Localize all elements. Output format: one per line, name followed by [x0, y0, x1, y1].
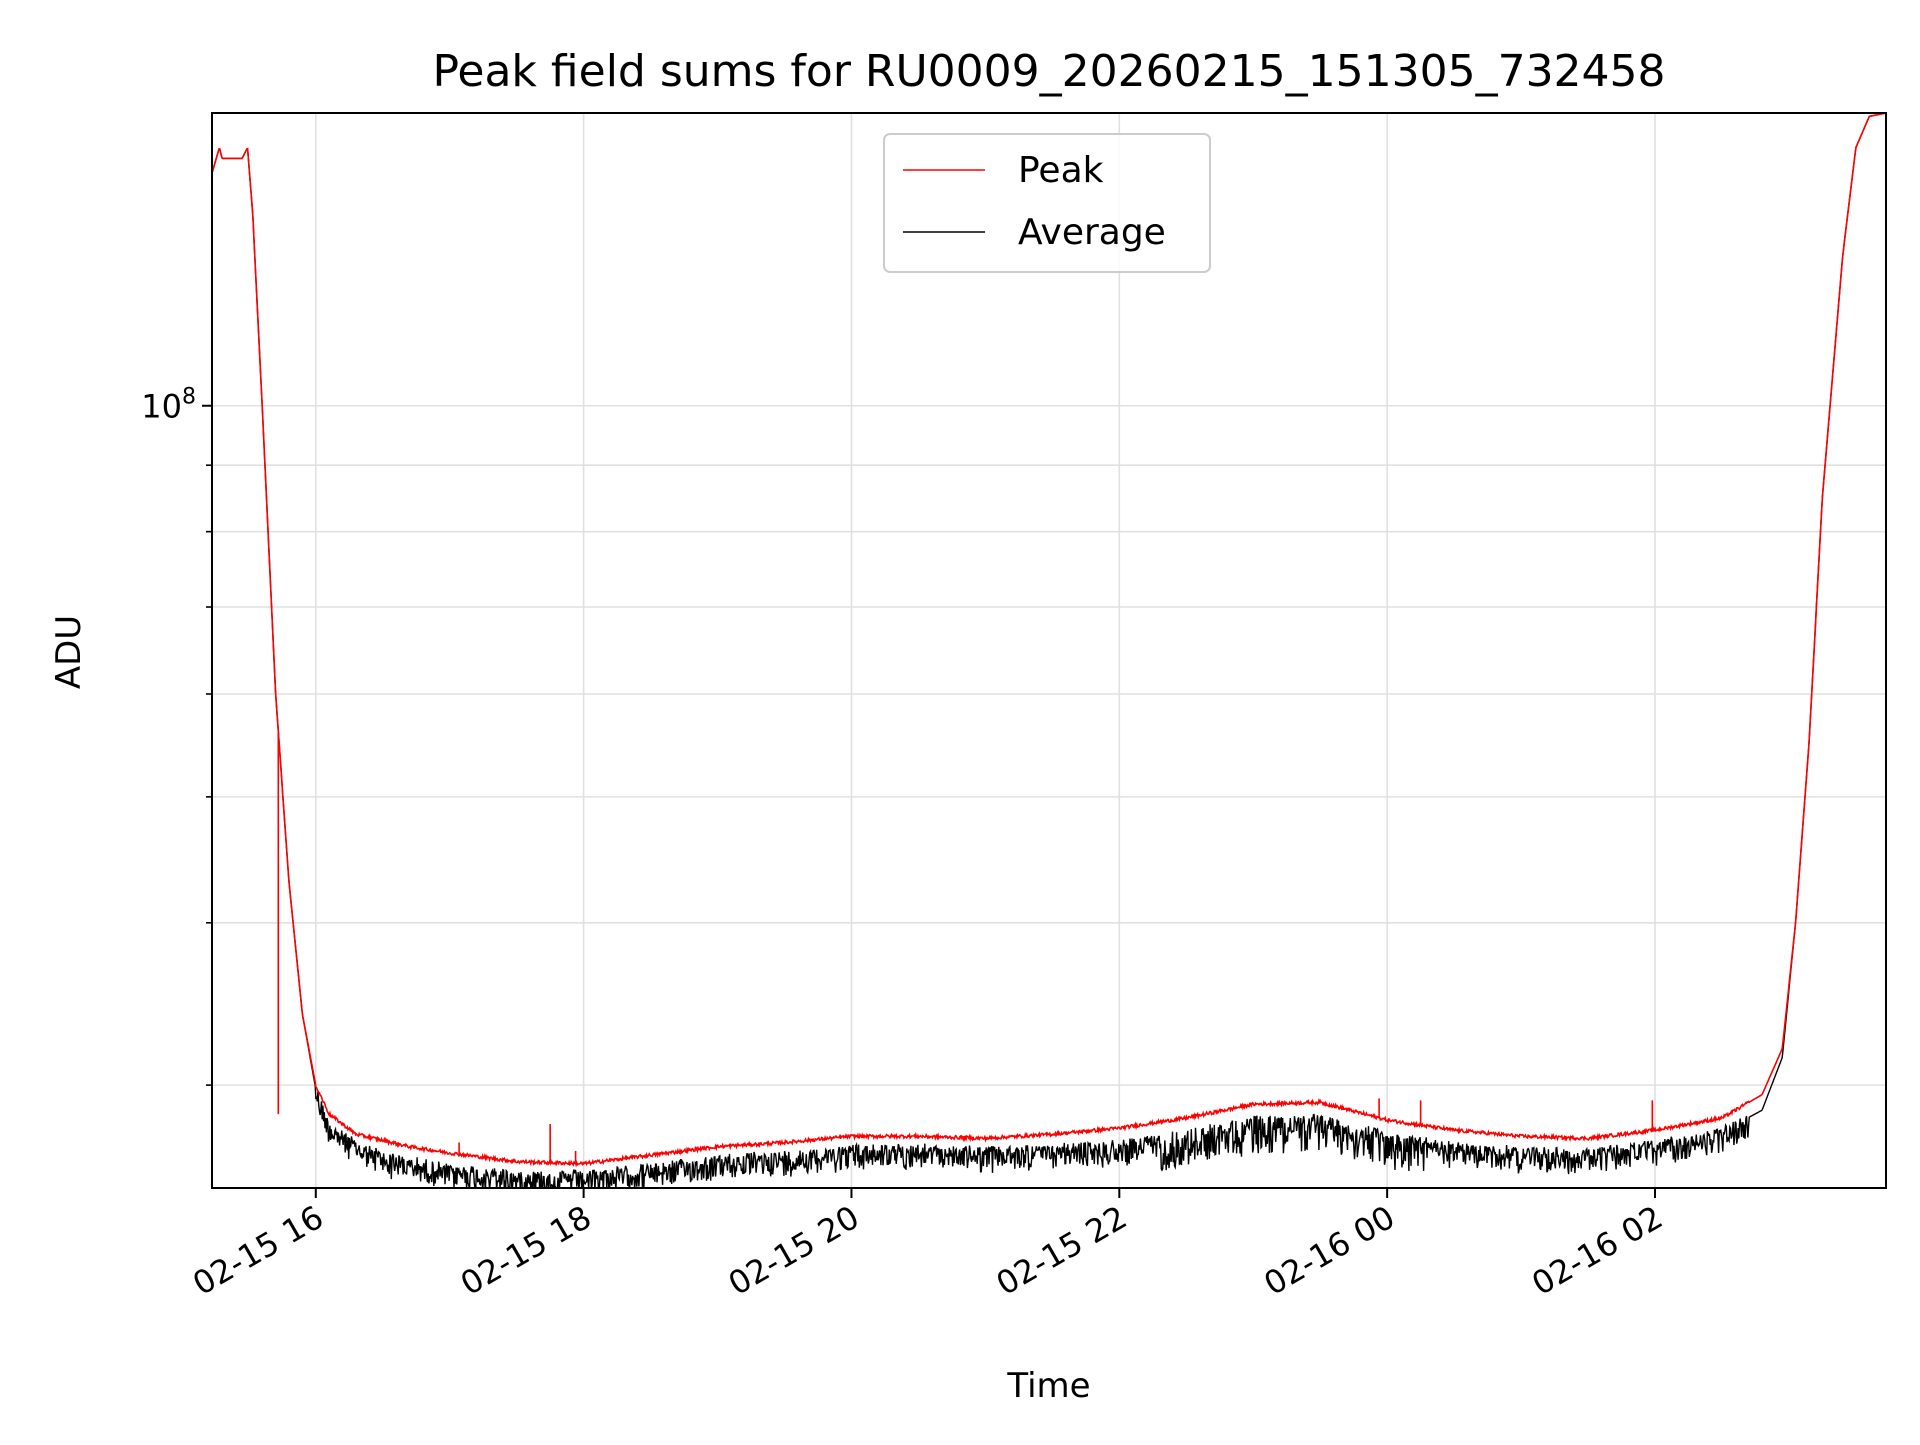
chart-title: Peak field sums for RU0009_20260215_1513…: [432, 46, 1665, 97]
x-axis-label: Time: [1006, 1366, 1090, 1406]
plot-area-frame: [211, 112, 1887, 1189]
y-axis-label: ADU: [49, 615, 89, 689]
x-tick-label: 02-15 18: [454, 1198, 598, 1303]
x-tick-label: 02-15 16: [186, 1198, 330, 1303]
legend-average-label: Average: [1018, 212, 1166, 253]
series-line-peak: [212, 113, 1886, 1168]
x-tick-label: 02-16 00: [1258, 1198, 1402, 1303]
series-line-average: [212, 113, 1886, 1188]
series-lines: [212, 113, 1886, 1188]
y-tick-label: 108: [141, 385, 196, 426]
legend-peak-label: Peak: [1018, 150, 1104, 191]
x-tick-label: 02-16 02: [1525, 1198, 1669, 1303]
x-tick-label: 02-15 22: [990, 1198, 1134, 1303]
legend-box: [883, 133, 1211, 273]
x-tick-label: 02-15 20: [722, 1198, 866, 1303]
grid-lines: [212, 113, 1886, 1188]
legend: Peak Average: [883, 133, 1211, 273]
